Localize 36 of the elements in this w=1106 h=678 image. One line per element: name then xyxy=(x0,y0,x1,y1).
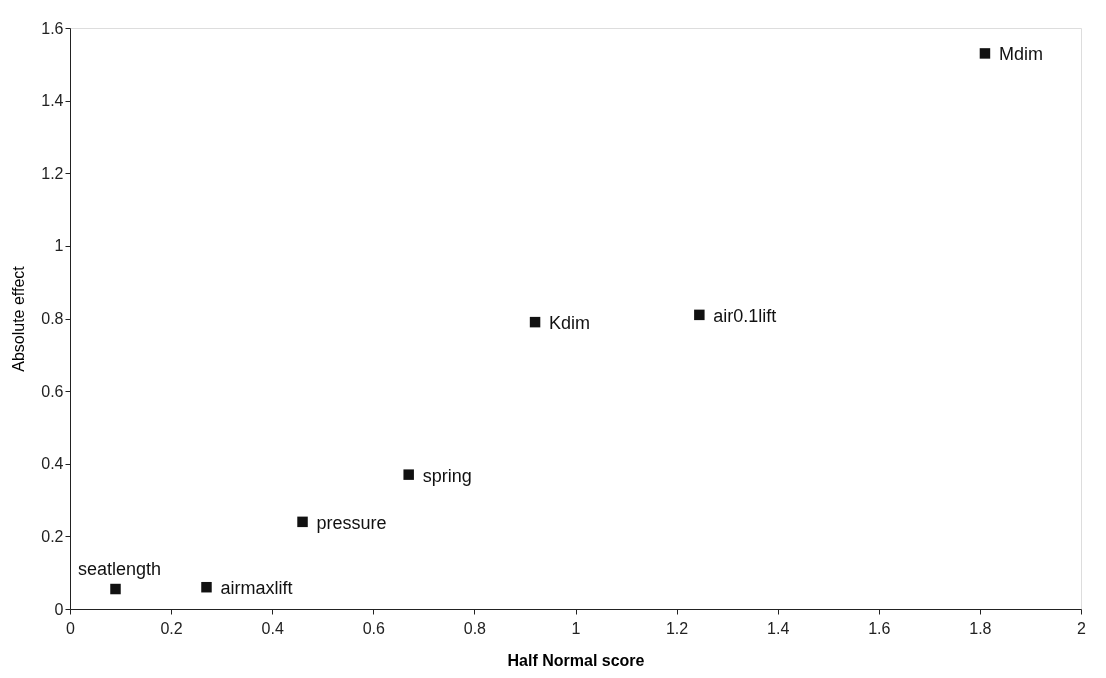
y-axis-title: Absolute effect xyxy=(10,265,28,372)
y-tick-label: 1 xyxy=(54,237,64,255)
annotation: pressure xyxy=(316,512,387,533)
annotation: Kdim xyxy=(549,313,591,334)
x-tick-label: 0.4 xyxy=(261,619,284,637)
y-tick-label: 1.4 xyxy=(41,92,64,110)
annotation: airmaxlift xyxy=(220,578,293,599)
y-tick-label: 1.6 xyxy=(41,19,64,37)
x-tick-label: 1.4 xyxy=(767,619,790,637)
annotation: spring xyxy=(422,465,472,486)
y-tick-label: 0.6 xyxy=(41,382,64,400)
annotation: air0.1lift xyxy=(713,305,777,326)
point xyxy=(529,316,541,328)
x-tick-label: 1.8 xyxy=(969,619,992,637)
x-tick-label: 0.6 xyxy=(362,619,386,637)
point xyxy=(201,581,212,593)
y-tick-label: 0.8 xyxy=(41,310,64,327)
annotation: Mdim xyxy=(998,44,1043,65)
point xyxy=(110,583,121,595)
y-tick-label: 0.2 xyxy=(41,527,64,545)
y-tick-label: 0 xyxy=(54,600,64,618)
y-tick-label: 1.2 xyxy=(41,164,64,182)
y-tick-label: 0.4 xyxy=(41,455,64,473)
x-tick-label: 1.6 xyxy=(868,619,891,637)
point xyxy=(979,48,991,59)
point xyxy=(297,516,308,528)
x-tick-label: 1.2 xyxy=(665,619,689,637)
x-tick-label: 0.2 xyxy=(160,619,183,637)
x-axis-title: Half Normal score xyxy=(507,651,645,669)
x-tick-label: 1 xyxy=(571,619,581,637)
point xyxy=(694,309,705,321)
annotation: seatlength xyxy=(77,559,162,580)
x-tick-label: 0.8 xyxy=(463,619,487,637)
x-tick-label: 2 xyxy=(1077,619,1087,637)
x-tick-label: 0 xyxy=(66,619,76,637)
point xyxy=(403,469,414,480)
